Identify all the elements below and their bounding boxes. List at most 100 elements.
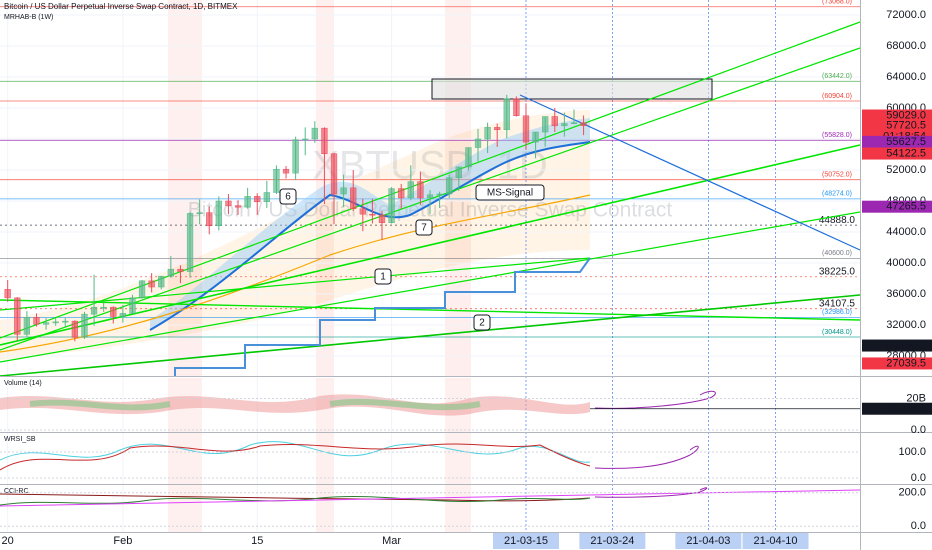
candle-body xyxy=(484,127,491,140)
marker-tick-label: 21-04-03 xyxy=(686,535,730,547)
candle-body xyxy=(4,289,11,299)
candle-body xyxy=(110,306,117,317)
y-tick-label: 52000.0 xyxy=(886,164,926,176)
level-label: (40600.0) xyxy=(822,250,852,257)
candle-body xyxy=(494,127,501,130)
callout: MS-Signal xyxy=(487,188,533,199)
candle-body xyxy=(177,268,184,272)
candle-body xyxy=(196,212,203,214)
price-tag-bg xyxy=(862,339,932,352)
axes: 28000.032000.036000.040000.044000.048000… xyxy=(2,9,932,549)
level-label: (48274.0) xyxy=(822,191,852,198)
candle-body xyxy=(215,200,222,227)
y-tick-label: 40000.0 xyxy=(886,257,926,269)
price-tag-bg xyxy=(862,200,932,213)
price-tag: 54122.5 xyxy=(886,147,926,159)
candle-body xyxy=(292,139,299,174)
ma-ribbon xyxy=(150,118,590,330)
price-tag: 29350.0 xyxy=(886,339,926,351)
candle-body xyxy=(90,306,98,315)
callout: 1 xyxy=(380,272,386,283)
price-tag: 47265.5 xyxy=(886,201,926,213)
candle-body xyxy=(100,306,107,309)
x-tick-label: 15 xyxy=(251,535,263,547)
y-tick-label: 36000.0 xyxy=(886,288,926,300)
pane-tick-label: 0.0 xyxy=(911,424,926,436)
candle-body xyxy=(302,138,309,141)
candle-body xyxy=(244,196,251,208)
indicator-decor xyxy=(0,390,861,507)
candles xyxy=(4,94,587,342)
callout: 6 xyxy=(285,192,291,203)
level-label: 34107.5 xyxy=(819,298,856,309)
candle-body xyxy=(23,317,31,335)
marker-tick-bg xyxy=(492,533,559,549)
range-box xyxy=(431,78,713,100)
candle-body xyxy=(340,187,347,195)
level-label: 44888.0 xyxy=(819,215,856,226)
y-tick-label: 68000.0 xyxy=(886,40,926,52)
candle-body xyxy=(369,213,376,216)
candle-body xyxy=(436,193,443,196)
trend-lines xyxy=(0,21,861,377)
candle-body xyxy=(350,187,357,210)
candle-body xyxy=(33,317,40,325)
candle-body xyxy=(129,297,136,314)
pane-title: CCI-RC xyxy=(4,488,29,495)
level-label: (55828.0) xyxy=(822,132,852,139)
y-tick-label: 64000.0 xyxy=(886,71,926,83)
candle-body xyxy=(273,168,280,193)
candle-body xyxy=(359,208,366,215)
candle-body xyxy=(225,200,232,206)
level-label: (50752.0) xyxy=(822,172,852,179)
candle-body xyxy=(321,127,328,154)
candle-body xyxy=(167,268,174,277)
candle-body xyxy=(42,322,50,325)
candle-body xyxy=(330,153,338,195)
candle-body xyxy=(561,123,568,127)
candle-body xyxy=(52,321,59,324)
candle-body xyxy=(148,280,155,288)
pane-title: WRSI_SB xyxy=(4,436,36,443)
price-tag: 57720.5 xyxy=(886,120,926,132)
pane-tick-label: 0.0 xyxy=(911,472,926,484)
y-tick-label: 44000.0 xyxy=(886,226,926,238)
price-tag-bg xyxy=(862,135,932,148)
pane-tag-bg xyxy=(862,402,932,415)
level-label: (63442.0) xyxy=(822,73,852,80)
candle-body xyxy=(532,131,539,143)
x-tick-label: Feb xyxy=(113,535,132,547)
callout: 7 xyxy=(421,223,427,234)
candle-body xyxy=(388,188,395,223)
candle-body xyxy=(378,214,386,223)
chart-subtitle: MRHAB-B (1W) xyxy=(4,14,53,21)
candle-body xyxy=(522,115,530,143)
candle-body xyxy=(158,275,165,288)
candle-body xyxy=(580,122,587,126)
candle-body xyxy=(119,313,126,317)
x-tick-label: 20 xyxy=(2,535,14,547)
candle-body xyxy=(311,127,318,140)
marker-tick-label: 21-03-15 xyxy=(504,535,548,547)
pane-tick-label: 200.0 xyxy=(898,487,926,499)
marker-tick-label: 21-04-10 xyxy=(754,535,798,547)
candle-body xyxy=(446,177,453,195)
x-tick-label: Mar xyxy=(382,535,401,547)
price-tag: 27039.5 xyxy=(886,357,926,369)
pane-title: Volume (14) xyxy=(4,380,42,387)
price-tag: 55627.5 xyxy=(886,136,926,148)
chart-title: Bitcoin / US Dollar Perpetual Inverse Sw… xyxy=(4,2,238,11)
price-tag-bg xyxy=(862,147,932,160)
y-tick-label: 32000.0 xyxy=(886,319,926,331)
y-tick-label: 72000.0 xyxy=(886,9,926,21)
candle-body xyxy=(282,168,290,174)
candle-body xyxy=(407,181,414,199)
candle-body xyxy=(186,213,194,272)
panes: Volume (14) WRSI_SB CCI-RC xyxy=(0,380,860,527)
pane-tag: 13.496B xyxy=(885,403,926,415)
marker-tick-label: 21-03-24 xyxy=(590,535,634,547)
step-line xyxy=(174,257,591,376)
pane-tick-label: 100.0 xyxy=(898,446,926,458)
candle-body xyxy=(513,98,520,116)
